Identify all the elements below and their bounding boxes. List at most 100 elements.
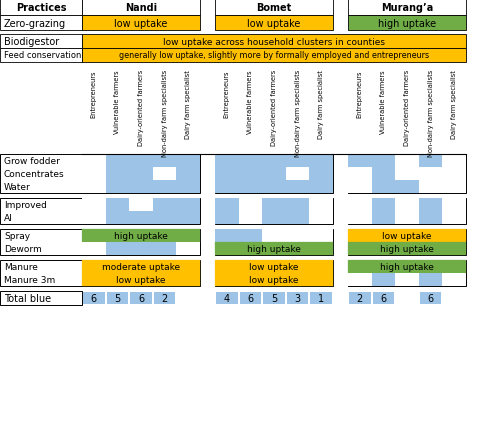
Text: low uptake: low uptake (248, 18, 300, 28)
Bar (154, 292, 176, 304)
Bar (215, 198, 333, 225)
Bar (419, 168, 442, 180)
Bar (395, 273, 419, 286)
Bar (372, 273, 395, 286)
Bar (82, 261, 200, 286)
Bar (348, 155, 466, 194)
Text: Vulnerable farmers: Vulnerable farmers (380, 70, 386, 133)
Bar (262, 180, 286, 194)
Bar (176, 212, 200, 225)
Text: Total blue: Total blue (4, 293, 51, 303)
Bar (82, 155, 200, 194)
Bar (82, 273, 200, 286)
Text: AI: AI (4, 213, 13, 223)
Bar (262, 230, 286, 243)
Text: 1: 1 (318, 293, 324, 303)
Bar (215, 230, 238, 243)
Text: low uptake: low uptake (382, 231, 432, 240)
Bar (372, 180, 395, 194)
Bar (238, 168, 262, 180)
Bar (395, 168, 419, 180)
Text: low uptake: low uptake (114, 18, 168, 28)
Bar (153, 212, 176, 225)
Bar (372, 212, 395, 225)
Bar (348, 243, 466, 255)
Bar (153, 168, 176, 180)
Bar (215, 212, 238, 225)
Bar (82, 16, 200, 31)
Bar (420, 292, 442, 304)
Bar (348, 168, 372, 180)
Text: low uptake: low uptake (249, 262, 299, 272)
Bar (262, 155, 286, 168)
Bar (0, 16, 82, 31)
Text: Non-dairy farm specialists: Non-dairy farm specialists (428, 70, 434, 157)
Bar (129, 168, 153, 180)
Bar (82, 180, 106, 194)
Bar (310, 155, 333, 168)
Bar (153, 243, 176, 255)
Bar (348, 273, 372, 286)
Text: Zero-grazing: Zero-grazing (4, 18, 66, 28)
Bar (310, 198, 333, 212)
Text: low uptake: low uptake (116, 276, 166, 284)
Bar (286, 198, 310, 212)
Text: 6: 6 (138, 293, 144, 303)
Bar (348, 212, 372, 225)
Text: 5: 5 (271, 293, 277, 303)
Bar (238, 155, 262, 168)
Bar (419, 180, 442, 194)
Bar (215, 273, 333, 286)
Text: Manure: Manure (4, 262, 38, 272)
Bar (348, 198, 372, 212)
Text: Entrepreneurs: Entrepreneurs (224, 70, 230, 117)
Text: 2: 2 (356, 293, 363, 303)
Bar (106, 212, 129, 225)
Bar (262, 168, 286, 180)
Bar (176, 243, 200, 255)
Bar (286, 230, 310, 243)
Text: 6: 6 (248, 293, 254, 303)
Text: 6: 6 (90, 293, 97, 303)
Bar (238, 198, 262, 212)
Bar (442, 155, 466, 168)
Bar (153, 180, 176, 194)
Text: high uptake: high uptake (247, 244, 301, 254)
Bar (0, 230, 82, 255)
Bar (82, 198, 106, 212)
Text: low uptake across household clusters in counties: low uptake across household clusters in … (163, 37, 385, 46)
Text: Vulnerable farmers: Vulnerable farmers (114, 70, 120, 133)
Bar (349, 292, 370, 304)
Bar (286, 180, 310, 194)
Text: Feed conservation: Feed conservation (4, 51, 82, 60)
Bar (82, 198, 200, 225)
Bar (82, 35, 466, 49)
Text: high uptake: high uptake (114, 231, 168, 240)
Text: Deworm: Deworm (4, 244, 42, 254)
Bar (262, 198, 286, 212)
Bar (215, 168, 238, 180)
Bar (0, 261, 82, 286)
Bar (263, 292, 285, 304)
Text: Non-dairy farm specialists: Non-dairy farm specialists (162, 70, 168, 157)
Bar (106, 180, 129, 194)
Bar (153, 198, 176, 212)
Text: Bomet: Bomet (256, 3, 292, 13)
Text: Manure 3m: Manure 3m (4, 276, 55, 284)
Text: high uptake: high uptake (380, 262, 434, 272)
Bar (83, 292, 104, 304)
Bar (372, 292, 394, 304)
Bar (395, 212, 419, 225)
Bar (82, 49, 466, 63)
Bar (82, 243, 106, 255)
Bar (310, 230, 333, 243)
Text: high uptake: high uptake (380, 244, 434, 254)
Bar (310, 180, 333, 194)
Bar (348, 230, 466, 243)
Bar (82, 0, 200, 16)
Text: Dairy-oriented farmers: Dairy-oriented farmers (138, 70, 144, 146)
Text: Dairy farm specialist: Dairy farm specialist (185, 70, 191, 138)
Text: 6: 6 (380, 293, 386, 303)
Bar (419, 273, 442, 286)
Text: generally low uptake, slightly more by formally employed and entrepreneurs: generally low uptake, slightly more by f… (119, 51, 429, 60)
